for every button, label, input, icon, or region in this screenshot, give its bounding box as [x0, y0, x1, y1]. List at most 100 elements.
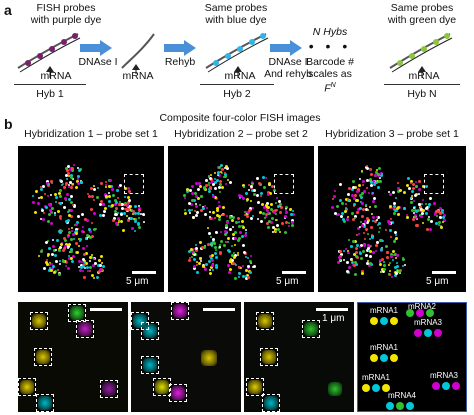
fish-spot [92, 258, 95, 261]
fish-spot [199, 208, 203, 212]
fish-spot [56, 209, 60, 213]
fish-spot [127, 217, 130, 220]
fish-spot [272, 230, 275, 233]
fish-spot [123, 211, 127, 215]
fish-spot [264, 212, 268, 216]
fish-spot [337, 213, 341, 217]
fish-spot [275, 229, 278, 232]
fish-spot [234, 263, 237, 266]
fish-spot [412, 183, 416, 187]
step4-title: Same probes with green dye [376, 2, 468, 26]
fish-spot [235, 220, 239, 224]
step3-probe-diagram [205, 33, 269, 78]
zoom1-spot [70, 306, 84, 320]
fish-spot [379, 247, 383, 251]
fish-spot [49, 221, 53, 225]
fish-spot [343, 219, 347, 223]
fish-spot [422, 185, 426, 189]
fish-spot [202, 245, 206, 249]
fish-spot [98, 263, 102, 267]
fish-spot [280, 222, 284, 226]
fish-spot [401, 257, 405, 261]
fish-spot [223, 175, 227, 178]
fish-spot [46, 194, 49, 197]
fish-spot [360, 244, 364, 248]
fish-spot [245, 228, 248, 231]
fish-spot [68, 186, 71, 189]
fish-spot [426, 217, 430, 221]
fish-spot [113, 198, 117, 202]
fish-spot [90, 234, 94, 238]
fish-spot [31, 194, 34, 197]
fish-spot [367, 233, 370, 236]
step3-title-line1: Same probes [204, 2, 268, 14]
fish-spot [279, 202, 283, 206]
fish-spot [71, 167, 75, 171]
fish-spot [133, 219, 137, 223]
fish-spot [255, 177, 259, 181]
legend-label-mrna1-c: mRNA1 [362, 373, 391, 382]
legend-dot [424, 329, 432, 337]
fish-spot [183, 208, 186, 211]
fish-spot [344, 207, 347, 210]
zoom1-scale-bar [90, 308, 122, 311]
fish-spot [424, 207, 428, 211]
arrow3-label: DNAse I And rehyb [262, 56, 314, 80]
fish-spot [371, 220, 374, 223]
legend-label-mrna3-b: mRNA3 [430, 371, 459, 380]
fish-spot [108, 205, 111, 208]
fish-spot [350, 259, 353, 262]
fish-spot [436, 210, 440, 214]
fish-spot [266, 209, 270, 213]
fish-spot [266, 201, 270, 205]
fish-spot [71, 226, 74, 229]
fish-spot [119, 212, 123, 216]
fish-spot [421, 209, 425, 213]
fish-spot [233, 236, 237, 240]
fish-spot [389, 235, 392, 238]
step1-mrna-label: mRNA [40, 70, 72, 82]
zoom1-image [18, 302, 128, 412]
arrow2-label: Rehyb [164, 56, 196, 68]
fish-spot [358, 193, 362, 197]
fish-spot [442, 219, 446, 223]
fish-spot [389, 221, 392, 224]
fish-spot [373, 204, 377, 208]
fish-spot [199, 241, 203, 245]
fish-spot [222, 214, 225, 216]
fish-spot [359, 220, 362, 223]
fish-spot [362, 250, 366, 254]
legend-dot [452, 382, 460, 390]
fish-spot [207, 242, 211, 246]
fish-spot [223, 232, 227, 236]
fish-spot [351, 263, 354, 266]
fish-spot [198, 257, 202, 261]
fish-spot [82, 252, 86, 256]
fish-spot [228, 216, 232, 220]
step1-hyb-label: Hyb 1 [36, 88, 64, 100]
fish-spot [354, 262, 358, 266]
fish-spot [340, 211, 344, 215]
fish-spot [377, 216, 381, 220]
fish-spot [288, 207, 292, 211]
fish-spot [417, 179, 421, 183]
fish-spot [98, 203, 102, 207]
zoom1-box [76, 320, 94, 338]
fish-spot [241, 224, 244, 227]
fish-spot [98, 214, 102, 218]
fish-spot [245, 191, 249, 195]
fish-spot [197, 197, 201, 201]
fish-spot [362, 225, 366, 229]
fish-spot [380, 173, 383, 176]
fish-spot [247, 188, 250, 191]
fish-spot [62, 182, 65, 185]
fish-spot [42, 266, 46, 270]
fish-spot [84, 262, 88, 266]
fish-spot [413, 206, 416, 209]
fish-spot [284, 215, 288, 219]
fish-spot [388, 193, 392, 197]
fish-spot [216, 174, 219, 177]
fish-spot [387, 220, 391, 224]
fish-spot [66, 236, 69, 239]
zoom1-spot [78, 322, 92, 336]
